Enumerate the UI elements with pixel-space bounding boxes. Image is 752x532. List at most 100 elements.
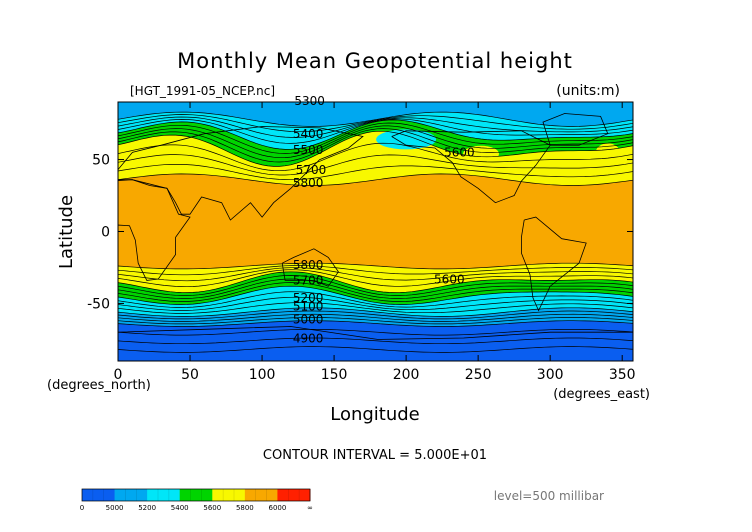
contour-line [118, 310, 633, 320]
contour-fill [118, 102, 633, 361]
contour-line [118, 271, 633, 293]
x-tick-label: 350 [609, 367, 636, 383]
contour-lines [118, 111, 633, 353]
contour-band [118, 173, 633, 269]
contour-label: 5200 [293, 291, 324, 305]
contour-line [118, 346, 633, 353]
y-axis-label: Latitude [56, 195, 77, 269]
contour-label: 5100 [293, 300, 324, 314]
contour-line [118, 275, 633, 296]
contour-line [118, 130, 633, 167]
file-label: [HGT_1991-05_NCEP.nc] [130, 84, 275, 98]
y-units: (degrees_north) [47, 378, 151, 393]
contour-label: 5600 [444, 146, 475, 160]
y-axis-ticks: -50 0 50 [87, 153, 633, 312]
x-tick-label: 0 [114, 367, 123, 383]
x-tick-label: 250 [465, 367, 492, 383]
coastline [118, 179, 191, 281]
contour-label: 5500 [293, 143, 324, 157]
contour-line [118, 173, 633, 186]
contour-band [118, 286, 633, 317]
colorbar-swatch [82, 489, 116, 501]
contour-label: 5000 [293, 313, 324, 327]
y-tick-label: 50 [92, 153, 110, 169]
contour-line [118, 116, 633, 138]
x-units: (degrees_east) [553, 387, 650, 402]
contour-label: 5800 [293, 176, 324, 190]
coastlines [118, 113, 633, 340]
contour-line [118, 267, 633, 282]
contour-band [595, 143, 620, 162]
coastline [542, 113, 609, 146]
colorbar-tick-label: 5800 [236, 504, 254, 512]
level-label: level=500 millibar [494, 489, 604, 503]
contour-line [118, 262, 633, 270]
colorbar-swatch [114, 489, 148, 501]
contour-line [118, 307, 633, 317]
contour-line [118, 317, 633, 325]
colorbar-tick-label: 5200 [138, 504, 156, 512]
colorbar-tick-label: 0 [80, 504, 84, 512]
y-tick-label: 0 [101, 225, 110, 241]
contour-line [118, 296, 633, 311]
contour-line [118, 269, 633, 288]
contour-line [118, 111, 633, 127]
contour-band [118, 263, 633, 293]
contour-line [118, 291, 633, 308]
contour-band [118, 131, 633, 186]
contour-line [118, 302, 633, 314]
x-axis-ticks: 0 50 100 150 200 250 300 350 [114, 102, 636, 383]
contour-line [118, 313, 633, 322]
colorbar-tick-label: 5000 [106, 504, 124, 512]
coastline [118, 126, 364, 221]
contour-label: 5300 [294, 94, 325, 108]
contour-line [118, 119, 633, 150]
contour-label: 5700 [296, 163, 327, 177]
contour-line [118, 118, 633, 144]
colorbar-swatch [179, 489, 213, 501]
units-label: (units:m) [556, 83, 620, 99]
contour-band [118, 102, 633, 127]
contour-line [118, 163, 633, 181]
coastline [391, 130, 551, 204]
contour-band [165, 140, 210, 159]
contour-line [118, 142, 633, 172]
coastline [521, 216, 587, 312]
colorbar-swatch [244, 489, 278, 501]
colorbar-swatch [147, 489, 181, 501]
contour-label: 4900 [293, 331, 324, 345]
contour-label: 5700 [293, 274, 324, 288]
colorbar-tick-label: 5400 [171, 504, 189, 512]
colorbar-tick-label: 6000 [269, 504, 287, 512]
contour-label: 5800 [293, 258, 324, 272]
contour-line [118, 154, 633, 176]
contour-interval-label: CONTOUR INTERVAL = 5.000E+01 [263, 448, 487, 463]
chart-title: Monthly Mean Geopotential height [177, 49, 573, 73]
x-tick-label: 150 [321, 367, 348, 383]
x-tick-label: 200 [393, 367, 420, 383]
x-tick-label: 50 [181, 367, 199, 383]
colorbar-swatch [277, 489, 311, 501]
colorbar-tick-label: ∞ [307, 504, 313, 512]
contour-line [118, 128, 633, 163]
contour-band [376, 129, 437, 150]
contour-line [118, 285, 633, 305]
contour-line [118, 337, 633, 345]
colorbar-swatch [212, 489, 246, 501]
x-tick-label: 100 [249, 367, 276, 383]
contour-band [463, 145, 500, 162]
x-axis-label: Longitude [330, 404, 420, 425]
y-tick-label: -50 [87, 296, 110, 312]
x-tick-label: 300 [537, 367, 564, 383]
contour-line [118, 328, 633, 336]
contour-label: 5600 [434, 272, 465, 286]
contour-line [118, 265, 633, 276]
colorbar: 0 5000 5200 5400 5600 5800 6000 ∞ [80, 488, 313, 512]
coastline [281, 248, 339, 287]
contour-line [118, 278, 633, 299]
contour-line [118, 320, 633, 327]
contour-line [118, 114, 633, 133]
coastline [118, 326, 633, 340]
